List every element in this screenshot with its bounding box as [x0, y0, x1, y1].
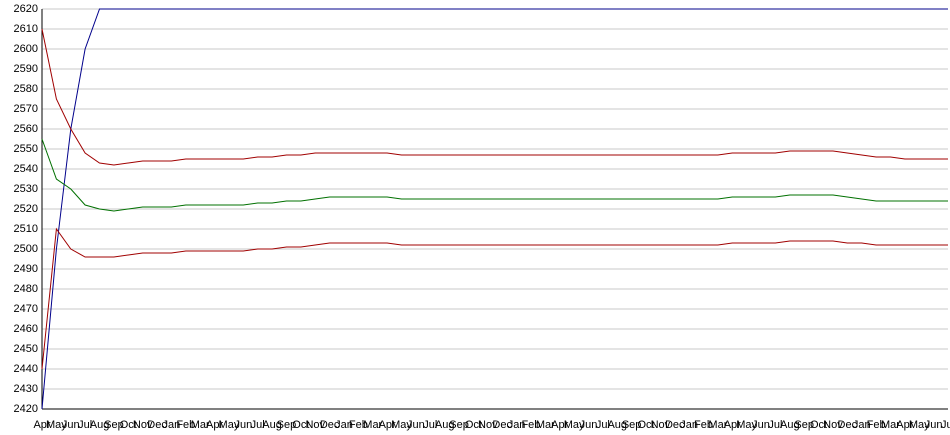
x-tick-label: Apr	[379, 419, 396, 431]
y-tick-label: 2580	[14, 83, 38, 95]
x-tick-label: Feb	[349, 419, 368, 431]
x-tick-label: Nov	[651, 419, 671, 431]
x-tick-label: Mar	[881, 419, 900, 431]
y-tick-label: 2500	[14, 243, 38, 255]
x-tick-label: Jan	[508, 419, 526, 431]
x-tick-label: Jun	[925, 419, 943, 431]
x-tick-label: Jun	[580, 419, 598, 431]
x-tick-label: Sep	[277, 419, 297, 431]
y-tick-label: 2440	[14, 363, 38, 375]
y-tick-label: 2610	[14, 23, 38, 35]
y-tick-label: 2430	[14, 383, 38, 395]
x-tick-label: Apr	[724, 419, 741, 431]
x-tick-label: Dec	[492, 419, 512, 431]
x-tick-label: Jul	[596, 419, 610, 431]
x-tick-label: Sep	[794, 419, 814, 431]
x-tick-label: Feb	[521, 419, 540, 431]
x-tick-label: Apr	[896, 419, 913, 431]
y-tick-label: 2590	[14, 63, 38, 75]
x-tick-label: Dec	[147, 419, 167, 431]
x-tick-label: Aug	[607, 419, 627, 431]
x-tick-label: Aug	[435, 419, 455, 431]
x-tick-label: Jun	[234, 419, 252, 431]
x-tick-label: Nov	[478, 419, 498, 431]
x-tick-label: Feb	[867, 419, 886, 431]
x-tick-label: Jan	[680, 419, 698, 431]
y-tick-label: 2530	[14, 183, 38, 195]
x-tick-label: Jan	[335, 419, 353, 431]
x-tick-label: Nov	[823, 419, 843, 431]
x-tick-label: Sep	[104, 419, 124, 431]
y-tick-label: 2570	[14, 103, 38, 115]
x-tick-label: May	[46, 419, 67, 431]
x-tick-label: Nov	[133, 419, 153, 431]
x-tick-label: Jan	[853, 419, 871, 431]
x-tick-label: Mar	[191, 419, 210, 431]
x-tick-label: Dec	[320, 419, 340, 431]
x-tick-label: Oct	[465, 419, 482, 431]
x-tick-label: May	[219, 419, 240, 431]
y-tick-label: 2510	[14, 223, 38, 235]
y-tick-label: 2550	[14, 143, 38, 155]
x-tick-label: Jun	[752, 419, 770, 431]
x-tick-label: Apr	[551, 419, 568, 431]
y-tick-label: 2450	[14, 343, 38, 355]
series-line	[41, 28, 948, 166]
x-tick-label: May	[391, 419, 412, 431]
y-tick-label: 2490	[14, 263, 38, 275]
x-tick-label: Jun	[407, 419, 425, 431]
x-tick-label: May	[564, 419, 585, 431]
series-line	[41, 227, 948, 370]
x-tick-label: Nov	[305, 419, 325, 431]
y-tick-label: 2460	[14, 323, 38, 335]
x-tick-label: Sep	[622, 419, 642, 431]
x-tick-label: Jun	[62, 419, 80, 431]
x-tick-label: Jul	[78, 419, 92, 431]
x-tick-label: Feb	[694, 419, 713, 431]
x-tick-label: Mar	[363, 419, 382, 431]
x-tick-label: Oct	[120, 419, 137, 431]
x-tick-label: Jul	[251, 419, 265, 431]
x-tick-label: Jan	[163, 419, 181, 431]
x-tick-label: Apr	[33, 419, 50, 431]
x-tick-label: Aug	[780, 419, 800, 431]
x-tick-label: Jul	[423, 419, 437, 431]
y-tick-label: 2540	[14, 163, 38, 175]
x-tick-label: Oct	[637, 419, 654, 431]
y-tick-label: 2620	[14, 3, 38, 15]
x-tick-label: Mar	[536, 419, 555, 431]
y-tick-label: 2470	[14, 303, 38, 315]
x-tick-label: Dec	[838, 419, 858, 431]
x-tick-label: May	[909, 419, 930, 431]
y-tick-label: 2420	[14, 403, 38, 415]
x-tick-label: Apr	[206, 419, 223, 431]
x-tick-label: Jul	[768, 419, 782, 431]
y-tick-label: 2560	[14, 123, 38, 135]
y-tick-label: 2480	[14, 283, 38, 295]
x-tick-label: Oct	[292, 419, 309, 431]
x-tick-label: Jul	[941, 419, 950, 431]
x-tick-label: Feb	[176, 419, 195, 431]
y-tick-label: 2600	[14, 43, 38, 55]
x-tick-label: Sep	[449, 419, 469, 431]
x-tick-label: Aug	[90, 419, 110, 431]
x-tick-label: May	[736, 419, 757, 431]
y-tick-label: 2520	[14, 203, 38, 215]
x-tick-label: Oct	[810, 419, 827, 431]
x-tick-label: Mar	[708, 419, 727, 431]
series-line	[41, 138, 948, 212]
x-tick-label: Aug	[262, 419, 282, 431]
x-tick-label: Dec	[665, 419, 685, 431]
series-line	[41, 8, 948, 410]
